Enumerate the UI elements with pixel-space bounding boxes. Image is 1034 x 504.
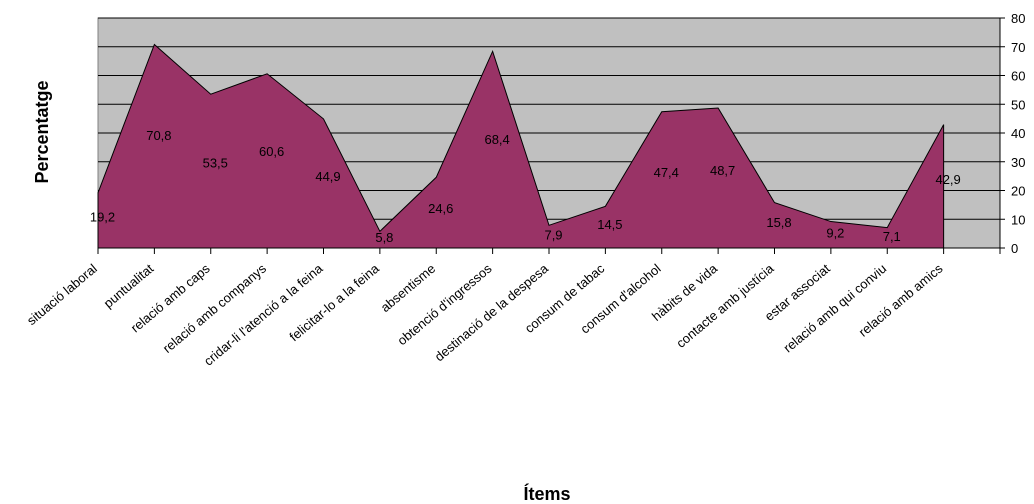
y-tick-label: 50 xyxy=(1011,97,1025,112)
data-label: 24,6 xyxy=(428,201,453,216)
data-label: 15,8 xyxy=(766,215,791,230)
category-label: puntualitat xyxy=(101,261,157,311)
area-series xyxy=(97,43,945,249)
y-axis-title: Percentatge xyxy=(32,80,52,183)
y-tick-label: 40 xyxy=(1011,126,1025,141)
data-label: 14,5 xyxy=(597,217,622,232)
y-tick-label: 20 xyxy=(1011,184,1025,199)
x-axis-ticks xyxy=(97,248,1001,254)
category-label: destinació de la despesa xyxy=(432,260,552,364)
category-label: situació laboral xyxy=(24,261,100,328)
y-tick-label: 30 xyxy=(1011,155,1025,170)
y-tick-label: 80 xyxy=(1011,11,1025,26)
y-tick-label: 0 xyxy=(1011,241,1018,256)
y-tick-label: 10 xyxy=(1011,212,1025,227)
data-label: 9,2 xyxy=(826,225,844,240)
y-tick-label: 60 xyxy=(1011,69,1025,84)
data-label: 70,8 xyxy=(146,128,171,143)
data-label: 68,4 xyxy=(484,132,509,147)
data-label: 19,2 xyxy=(90,210,115,225)
data-label: 42,9 xyxy=(935,172,960,187)
data-label: 53,5 xyxy=(203,155,228,170)
data-label: 7,9 xyxy=(544,228,562,243)
x-axis-title: Ítems xyxy=(523,483,570,504)
y-axis-ticks: 0 10 20 30 40 50 60 70 80 xyxy=(1000,11,1025,256)
data-label: 44,9 xyxy=(315,169,340,184)
category-label: contacte amb justícia xyxy=(673,260,777,350)
data-labels: 19,2 70,8 53,5 60,6 44,9 5,8 24,6 68,4 7,9 14,5 47… xyxy=(90,128,961,245)
data-label: 60,6 xyxy=(259,144,284,159)
category-label: relació amb companys xyxy=(160,260,270,355)
category-label: obtenció d'ingressos xyxy=(394,260,495,348)
data-label: 47,4 xyxy=(654,165,679,180)
y-tick-label: 70 xyxy=(1011,40,1025,55)
data-label: 5,8 xyxy=(375,230,393,245)
category-label: relació amb qui conviu xyxy=(780,261,889,356)
data-label: 48,7 xyxy=(710,163,735,178)
data-label: 7,1 xyxy=(883,229,901,244)
